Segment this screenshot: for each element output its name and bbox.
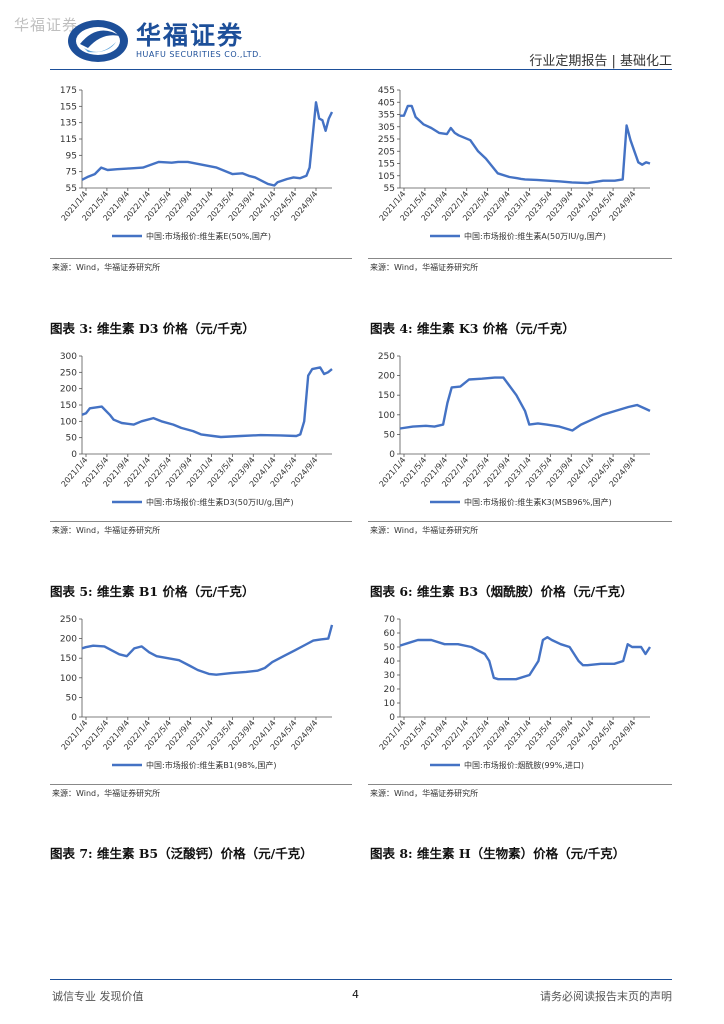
huafu-logo-icon: [68, 20, 128, 62]
series-line: [400, 104, 651, 185]
chart-vitamin-b1: 0 50 100 150 200 250 2021/1/4 2021/5/4 2021/9/4 2…: [50, 613, 350, 783]
y-tick-label: 105: [378, 172, 395, 182]
y-tick-label: 455: [378, 86, 395, 96]
chart-title-d3: 图表 3: 维生素 D3 价格（元/千克）: [50, 321, 255, 336]
series-line: [81, 101, 334, 187]
legend-label: 中国:市场报价:维生素A(50万IU/g,国产): [464, 231, 606, 241]
series-line: [81, 366, 333, 439]
y-tick-label: 30: [384, 671, 396, 681]
y-tick-label: 95: [66, 151, 77, 161]
y-tick-label: 55: [384, 184, 395, 194]
y-tick-label: 200: [60, 385, 77, 395]
chart-title-k3: 图表 4: 维生素 K3 价格（元/千克）: [370, 321, 575, 336]
y-tick-label: 40: [384, 657, 396, 667]
chart-svg: 0102030405060702021/1/42021/5/42021/9/42…: [378, 615, 652, 770]
y-tick-label: 250: [378, 352, 395, 362]
footer-divider: [50, 979, 672, 980]
source-divider: [50, 521, 352, 522]
y-tick-label: 50: [384, 430, 396, 440]
y-tick-label: 205: [378, 147, 395, 157]
chart-vitamin-a: 55 105 155 205 255 305 355 405 455 2021/1/4 2021/5…: [368, 84, 668, 254]
y-tick-label: 155: [378, 160, 395, 170]
chart-title-b3: 图表 6: 维生素 B3（烟酰胺）价格（元/千克）: [370, 584, 633, 599]
y-tick-label: 150: [60, 654, 77, 664]
legend-label: 中国:市场报价:烟酰胺(99%,进口): [464, 760, 584, 770]
y-tick-label: 60: [384, 629, 396, 639]
page-number: 4: [352, 988, 359, 1001]
source-divider: [368, 258, 672, 259]
y-tick-label: 10: [384, 699, 396, 709]
source-note: 来源：Wind，华福证券研究所: [52, 526, 161, 535]
y-tick-label: 255: [378, 135, 395, 145]
y-tick-label: 0: [71, 713, 77, 723]
y-tick-label: 250: [60, 615, 77, 625]
y-tick-label: 355: [378, 111, 395, 121]
chart-svg: 0501001502002502021/1/42021/5/42021/9/42…: [60, 615, 334, 770]
series-line: [399, 636, 652, 681]
source-divider: [50, 258, 352, 259]
footer-slogan: 诚信专业 发现价值: [52, 990, 144, 1003]
chart-title-b5: 图表 7: 维生素 B5（泛酸钙）价格（元/千克）: [50, 846, 313, 861]
y-tick-label: 20: [384, 685, 396, 695]
watermark: 华福证券: [14, 16, 79, 34]
series-line: [81, 624, 334, 676]
y-tick-label: 200: [60, 635, 77, 645]
y-tick-label: 50: [384, 643, 396, 653]
chart-title-b1: 图表 5: 维生素 B1 价格（元/千克）: [50, 584, 255, 599]
y-tick-label: 100: [60, 417, 77, 427]
y-tick-label: 300: [60, 352, 77, 362]
header-divider: [50, 69, 672, 70]
source-divider: [50, 784, 352, 785]
source-divider: [368, 521, 672, 522]
y-tick-label: 135: [60, 119, 77, 129]
y-tick-label: 150: [378, 391, 395, 401]
footer-disclaimer: 请务必阅读报告末页的声明: [540, 990, 672, 1003]
source-divider: [368, 784, 672, 785]
y-tick-label: 175: [60, 86, 77, 96]
y-tick-label: 50: [66, 434, 78, 444]
y-tick-label: 75: [66, 168, 77, 178]
chart-svg: 551051552052553053554054552021/1/42021/5…: [378, 86, 651, 241]
chart-svg: 5575951151351551752021/1/42021/5/42021/9…: [60, 86, 334, 241]
y-tick-label: 250: [60, 368, 77, 378]
source-note: 来源：Wind，华福证券研究所: [370, 263, 479, 272]
source-note: 来源：Wind，华福证券研究所: [52, 789, 161, 798]
legend-label: 中国:市场报价:维生素B1(98%,国产): [146, 760, 277, 770]
y-tick-label: 55: [66, 184, 77, 194]
legend-label: 中国:市场报价:维生素K3(MSB96%,国产): [464, 497, 612, 507]
chart-vitamin-b3: 0 10 20 30 40 50 60 70 2021/1/4 2021/5/4 2021/9/4 2…: [368, 613, 668, 783]
y-tick-label: 70: [384, 615, 396, 625]
legend-label: 中国:市场报价:维生素D3(50万IU/g,国产): [146, 497, 294, 507]
chart-vitamin-e: 55 75 95 115 135 155 175 2021/1/4 2021/5/4 2021/9…: [50, 84, 350, 254]
y-tick-label: 405: [378, 98, 395, 108]
y-tick-label: 305: [378, 123, 395, 133]
chart-svg: 0501001502002503002021/1/42021/5/42021/9…: [60, 352, 333, 507]
y-tick-label: 0: [389, 713, 395, 723]
y-tick-label: 155: [60, 102, 77, 112]
y-tick-label: 100: [378, 411, 395, 421]
y-tick-label: 50: [66, 693, 78, 703]
source-note: 来源：Wind，华福证券研究所: [370, 789, 479, 798]
y-tick-label: 100: [60, 674, 77, 684]
y-tick-label: 115: [60, 135, 77, 145]
y-tick-label: 0: [389, 450, 395, 460]
series-line: [399, 376, 651, 432]
report-type: 行业定期报告 | 基础化工: [529, 54, 672, 69]
logo-chinese-name: 华福证券: [136, 21, 245, 50]
y-tick-label: 200: [378, 372, 395, 382]
logo-english-name: HUAFU SECURITIES CO.,LTD.: [136, 50, 262, 59]
legend-label: 中国:市场报价:维生素E(50%,国产): [146, 231, 271, 241]
chart-title-h: 图表 8: 维生素 H（生物素）价格（元/千克）: [370, 846, 626, 861]
y-tick-label: 0: [71, 450, 77, 460]
chart-svg: 0501001502002502021/1/42021/5/42021/9/42…: [378, 352, 651, 507]
source-note: 来源：Wind，华福证券研究所: [370, 526, 479, 535]
chart-vitamin-k3: 0 50 100 150 200 250 2021/1/4 2021/5/4 2021/9/4 2…: [368, 350, 668, 520]
chart-vitamin-d3: 0 50 100 150 200 250 300 2021/1/4 2021/5/4 2021/9…: [50, 350, 350, 520]
y-tick-label: 150: [60, 401, 77, 411]
source-note: 来源：Wind，华福证券研究所: [52, 263, 161, 272]
